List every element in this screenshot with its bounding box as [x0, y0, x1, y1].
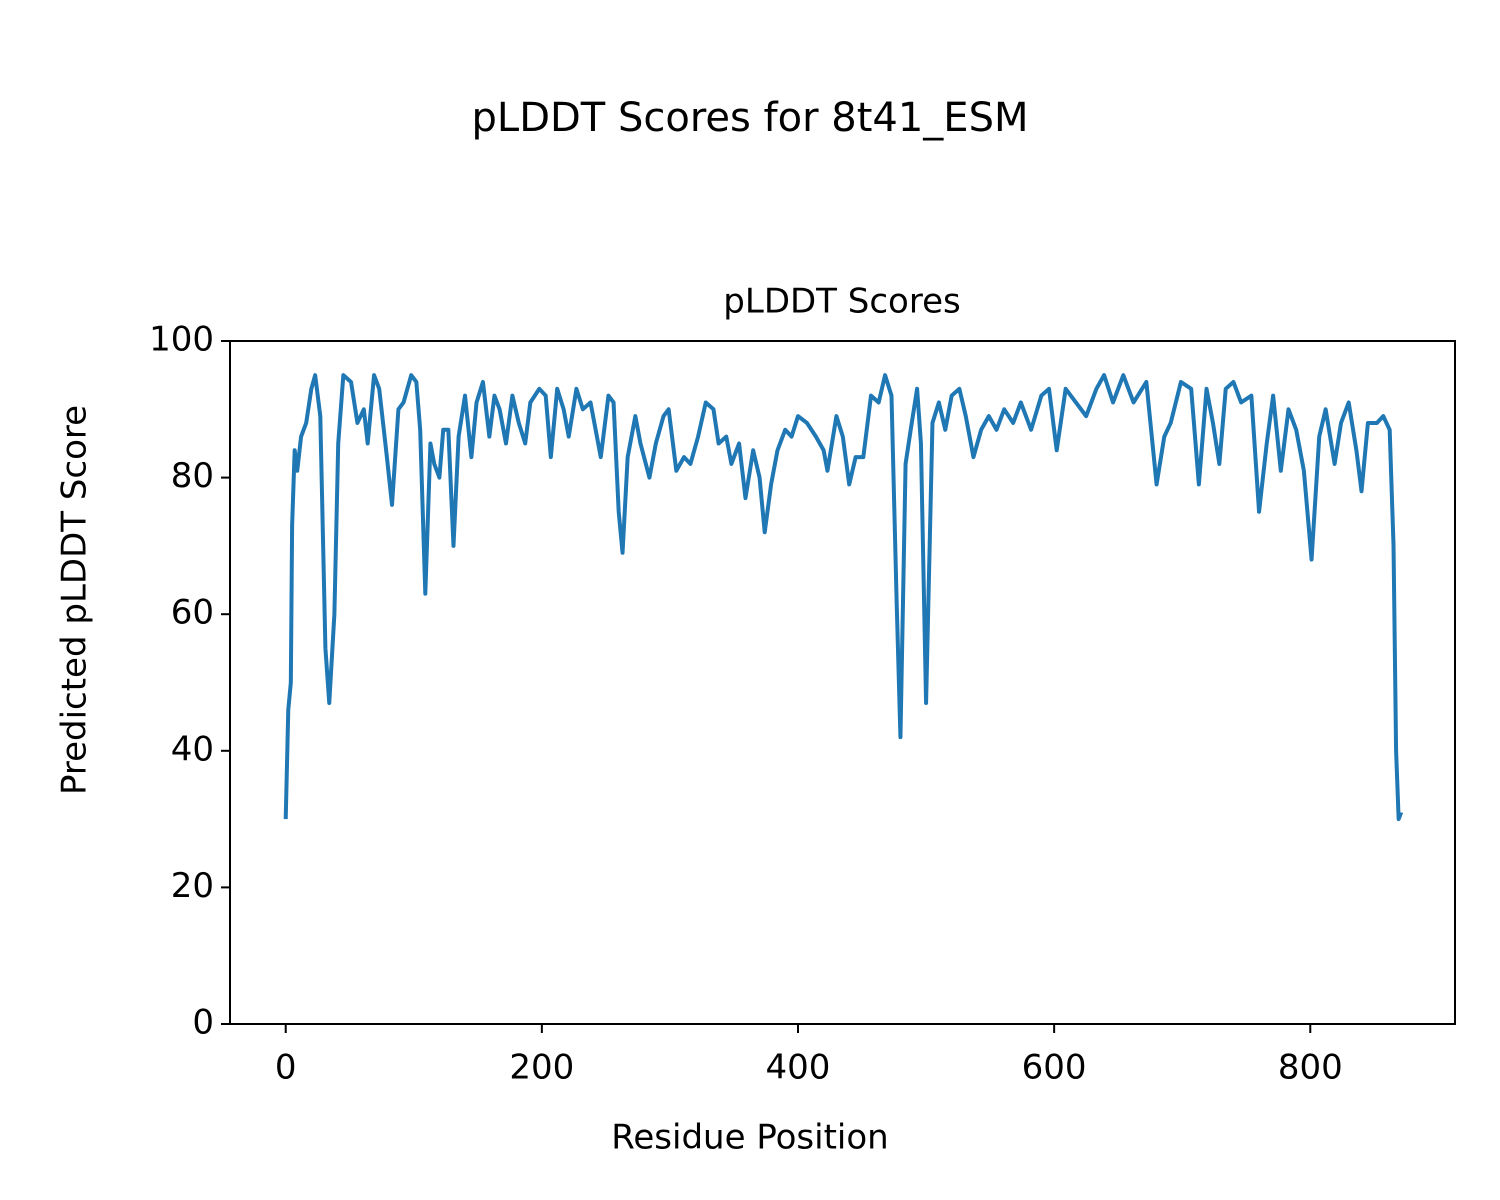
- plot-frame: [229, 340, 1456, 1025]
- y-tick-label: 100: [149, 320, 214, 360]
- y-tick-label: 40: [171, 729, 214, 769]
- y-tick-label: 20: [171, 866, 214, 906]
- x-tick-label: 600: [1022, 1048, 1087, 1088]
- x-tick-label: 0: [275, 1048, 297, 1088]
- figure-title: pLDDT Scores for 8t41_ESM: [472, 95, 1029, 141]
- x-tick-label: 800: [1278, 1048, 1343, 1088]
- y-axis-label: Predicted pLDDT Score: [55, 405, 95, 795]
- y-tick-label: 60: [171, 593, 214, 633]
- x-axis-label: Residue Position: [611, 1118, 888, 1158]
- y-tick-label: 80: [171, 456, 214, 496]
- x-tick-label: 200: [509, 1048, 574, 1088]
- y-tick-label: 0: [192, 1003, 214, 1043]
- x-tick-label: 400: [766, 1048, 831, 1088]
- axes-title: pLDDT Scores: [723, 282, 960, 322]
- data-line: [283, 373, 1404, 822]
